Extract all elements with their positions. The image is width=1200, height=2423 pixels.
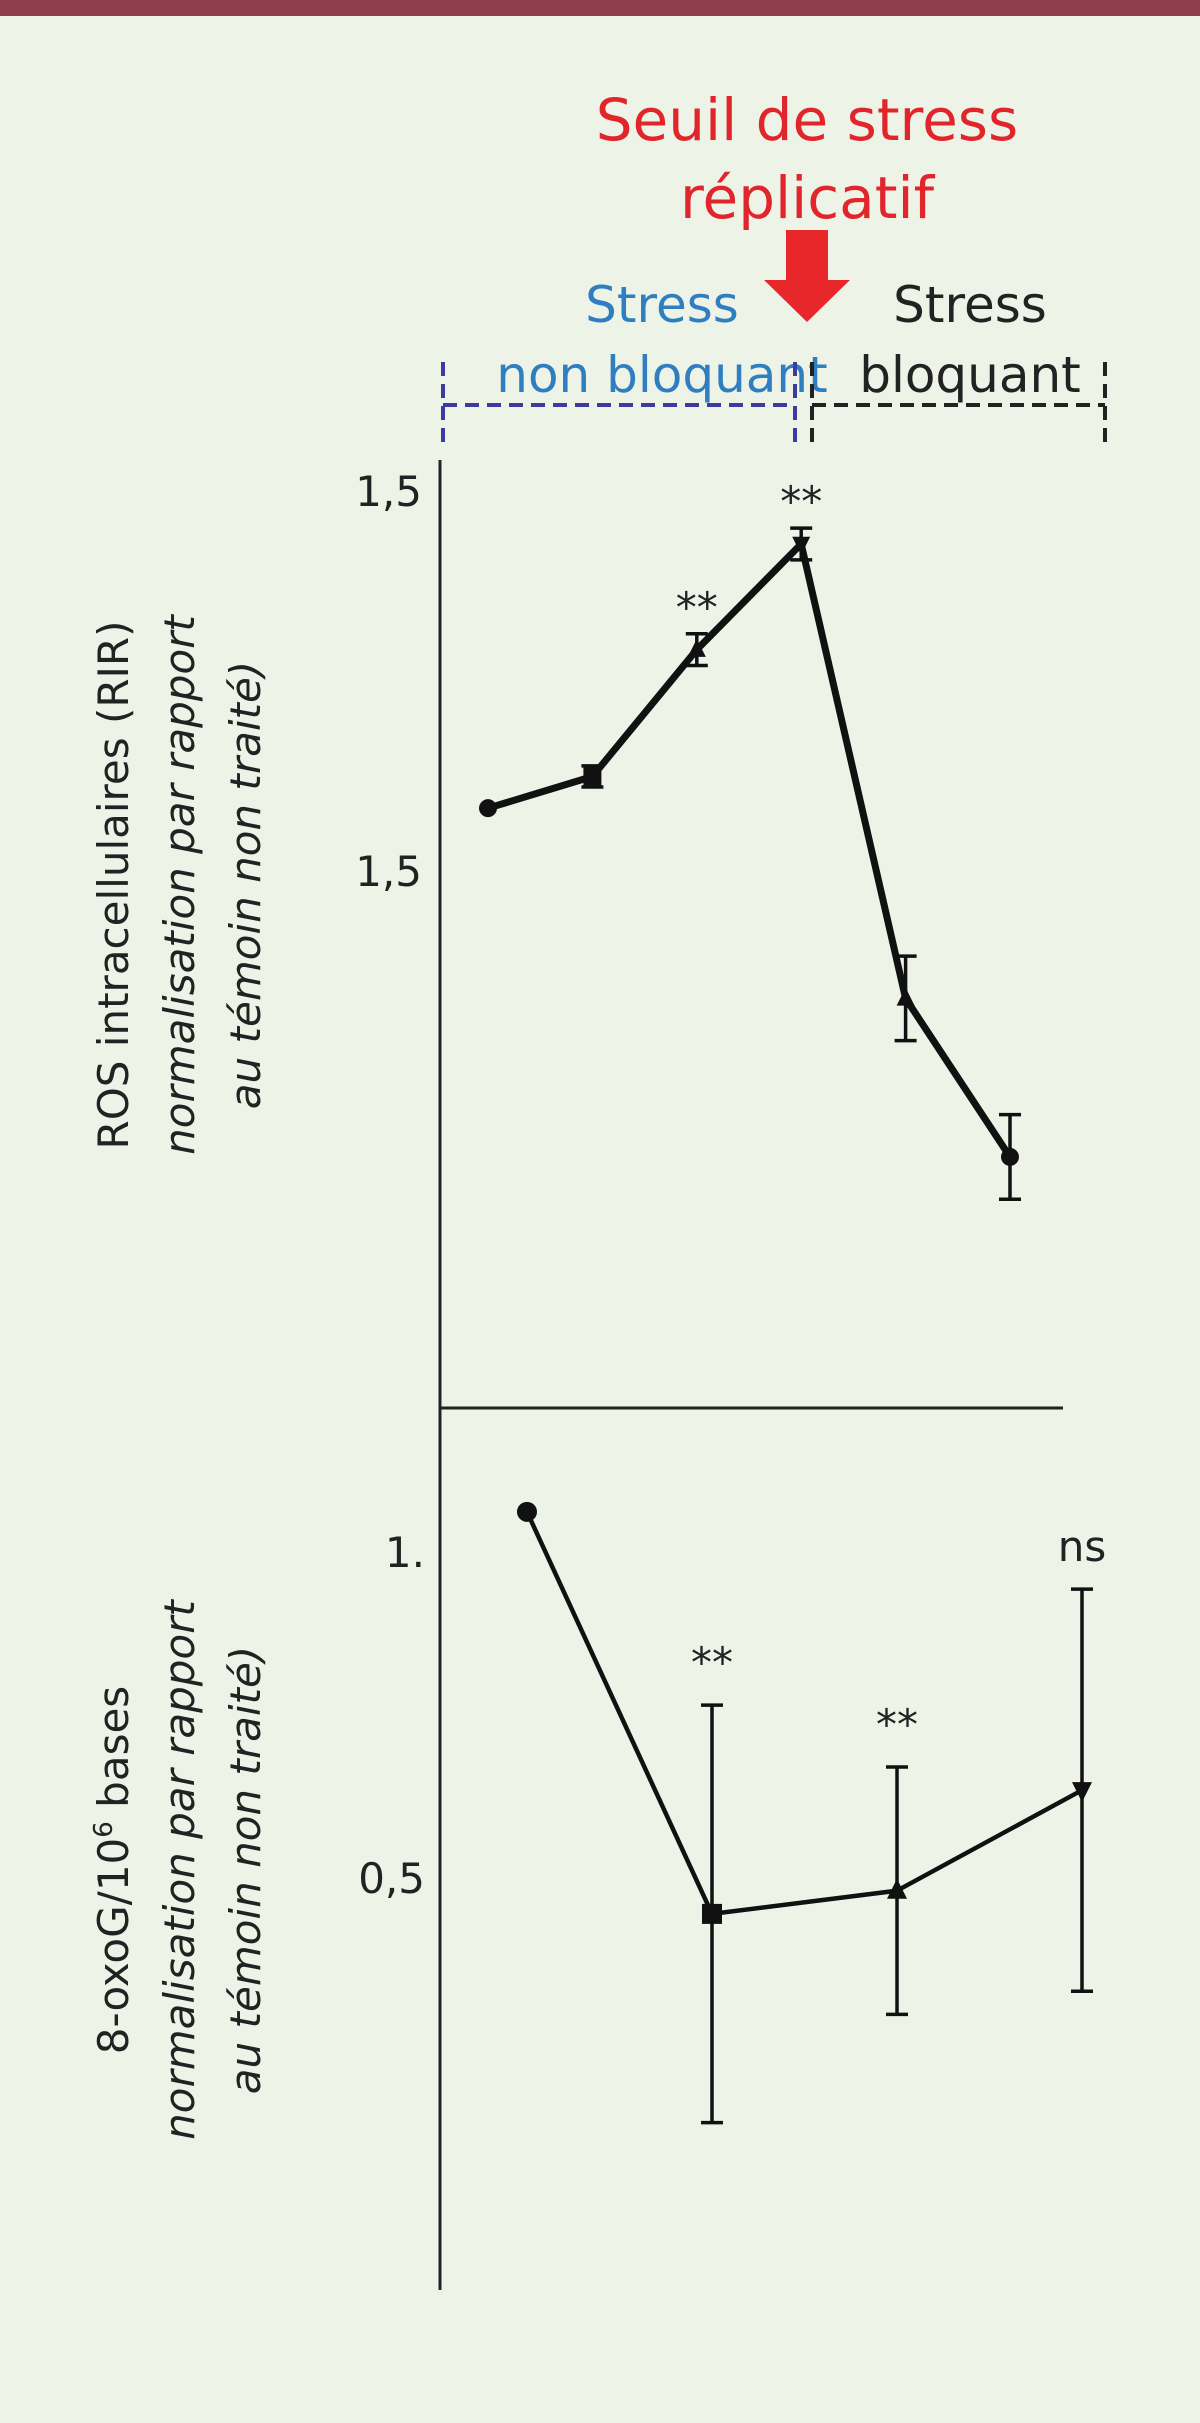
stress-blocking-line1: Stress <box>893 276 1047 334</box>
top-ylabel: ROS intracellulaires (RIR) normalisation… <box>89 614 270 1155</box>
top-bar <box>0 0 1200 16</box>
top-ytick-label-lower: 1,5 <box>355 847 422 896</box>
top-chart-point <box>1001 1147 1019 1166</box>
top-ylabel-line1: ROS intracellulaires (RIR) <box>89 621 138 1150</box>
bottom-chart-point <box>702 1903 722 1924</box>
top-chart-point <box>896 987 915 1006</box>
top-chart-point <box>583 767 602 786</box>
top-ylabel-line2: normalisation par rapport <box>155 614 204 1155</box>
bottom-chart-significance-label: ns <box>1058 1522 1107 1571</box>
top-chart-plot: ** ** <box>479 477 1021 1201</box>
bottom-ylabel-line3: au témoin non traité) <box>221 1646 270 2094</box>
stress-blocking-line2: bloquant <box>859 346 1081 404</box>
bracket-blocking <box>810 362 1107 450</box>
top-chart-significance-label: ** <box>780 477 822 526</box>
bottom-chart-point <box>1072 1782 1092 1803</box>
bracket-nonblocking <box>441 362 797 450</box>
bottom-chart-point <box>517 1501 537 1522</box>
bottom-chart-point <box>887 1878 907 1899</box>
top-chart-series-line <box>486 540 1013 1159</box>
stress-nonblocking-line1: Stress <box>585 276 739 334</box>
threshold-label-line2: réplicatif <box>680 164 936 232</box>
bottom-chart-significance-label: ** <box>876 1700 918 1749</box>
bottom-chart-series-line <box>524 1510 1084 1917</box>
stress-nonblocking-line2: non bloquant <box>496 346 827 404</box>
bottom-ylabel-line2: normalisation par rapport <box>155 1599 204 2140</box>
bottom-chart-significance-label: ** <box>691 1638 733 1687</box>
top-chart-significance-label: ** <box>676 583 718 632</box>
top-ylabel-line3: au témoin non traité) <box>221 661 270 1109</box>
bottom-chart-plot: ** ** ns <box>517 1501 1107 2125</box>
threshold-arrow-icon <box>764 230 850 322</box>
bottom-ylabel-line1: 8-oxoG/106 bases <box>89 1686 138 2054</box>
bottom-ytick-label-upper: 1. <box>385 1528 425 1577</box>
bottom-ylabel: 8-oxoG/106 bases normalisation par rappo… <box>89 1599 270 2140</box>
top-ytick-label-upper: 1,5 <box>355 467 422 516</box>
bottom-ytick-label-lower: 0,5 <box>358 1854 425 1903</box>
top-chart-point <box>687 638 706 657</box>
threshold-label-line1: Seuil de stress <box>596 86 1019 154</box>
top-chart-point <box>479 799 497 818</box>
top-chart-point <box>792 536 811 555</box>
